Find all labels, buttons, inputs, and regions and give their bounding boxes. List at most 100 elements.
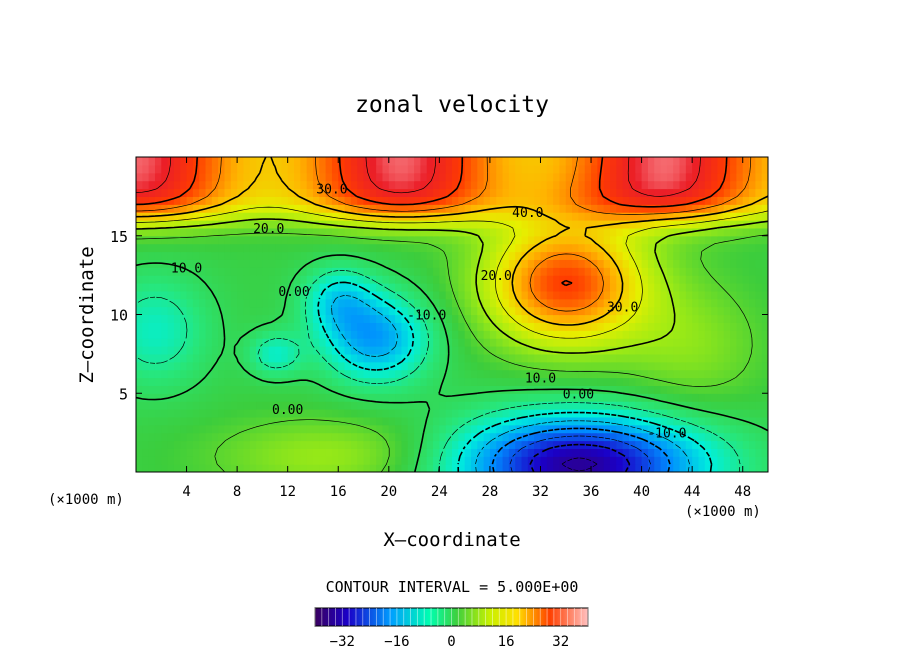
field-cell — [603, 267, 611, 276]
field-cell — [192, 432, 200, 442]
field-cell — [508, 227, 516, 237]
field-cell — [268, 243, 276, 253]
field-cell — [477, 196, 485, 205]
contour-line — [136, 157, 701, 197]
field-cell — [445, 188, 453, 197]
field-cell — [483, 298, 491, 308]
field-cell — [224, 456, 232, 465]
field-cell — [205, 275, 213, 284]
field-cell — [173, 424, 181, 434]
field-cell — [553, 235, 561, 245]
field-cell — [559, 290, 567, 300]
field-cell — [306, 432, 314, 442]
field-cell — [755, 180, 763, 190]
field-cell — [736, 243, 744, 253]
field-cell — [723, 448, 731, 457]
field-cell — [546, 259, 554, 268]
field-cell — [666, 259, 674, 268]
field-cell — [755, 432, 763, 442]
field-cell — [414, 251, 421, 260]
field-cell — [502, 164, 510, 174]
field-cell — [445, 251, 453, 260]
field-cell — [578, 227, 586, 237]
field-cell — [508, 157, 516, 166]
field-cell — [660, 204, 668, 213]
field-cell — [704, 243, 712, 253]
field-cell — [344, 314, 352, 323]
field-cell — [401, 227, 409, 237]
field-cell — [218, 385, 226, 394]
field-cell — [350, 432, 358, 442]
field-cell — [407, 251, 415, 260]
field-cell — [470, 306, 478, 316]
field-cell — [401, 180, 409, 190]
field-cell — [584, 432, 592, 442]
field-cell — [711, 440, 719, 449]
field-cell — [294, 314, 301, 323]
field-cell — [628, 180, 636, 190]
field-cell — [192, 251, 200, 260]
field-cell — [603, 369, 611, 379]
field-cell — [692, 267, 700, 276]
field-cell — [312, 369, 320, 379]
field-cell — [300, 361, 308, 371]
field-cell — [496, 330, 504, 339]
field-cell — [610, 212, 617, 221]
field-cell — [496, 377, 504, 386]
field-cell — [559, 204, 567, 213]
field-cell — [742, 188, 750, 197]
field-cell — [205, 196, 213, 205]
field-cell — [704, 361, 712, 371]
field-cell — [527, 330, 535, 339]
field-cell — [382, 259, 390, 268]
field-cell — [572, 361, 579, 371]
field-cell — [161, 283, 169, 292]
field-cell — [603, 456, 611, 465]
field-cell — [357, 164, 365, 174]
field-cell — [458, 188, 466, 197]
field-cell — [723, 290, 731, 300]
field-cell — [306, 259, 314, 268]
field-cell — [224, 306, 232, 316]
field-cell — [445, 275, 453, 284]
field-cell — [186, 243, 194, 253]
field-cell — [199, 338, 207, 347]
contour-label: 0.00 — [272, 403, 303, 418]
field-cell — [755, 290, 763, 300]
field-cell — [363, 456, 371, 465]
field-cell — [325, 369, 333, 379]
field-cell — [704, 204, 712, 213]
field-cell — [502, 204, 510, 213]
field-cell — [527, 172, 535, 182]
field-cell — [584, 204, 592, 213]
field-cell — [167, 353, 175, 363]
field-cell — [300, 314, 308, 323]
field-cell — [515, 196, 523, 205]
field-cell — [173, 385, 181, 394]
field-cell — [496, 440, 504, 449]
field-cell — [496, 188, 504, 197]
field-cell — [243, 432, 251, 442]
field-cell — [426, 346, 434, 355]
field-cell — [666, 409, 674, 418]
field-cell — [230, 235, 238, 245]
field-cell — [173, 432, 181, 442]
field-cell — [388, 196, 396, 205]
field-cell — [161, 456, 169, 465]
field-cell — [300, 385, 308, 394]
field-cell — [565, 259, 573, 268]
field-cell — [401, 196, 409, 205]
field-cell — [698, 196, 706, 205]
field-cell — [502, 424, 510, 434]
field-cell — [173, 440, 181, 449]
field-cell — [268, 220, 276, 229]
field-cell — [268, 180, 276, 190]
field-cell — [578, 290, 586, 300]
field-cell — [205, 188, 213, 197]
field-cell — [553, 227, 561, 237]
field-cell — [502, 361, 510, 371]
field-cell — [628, 290, 636, 300]
field-cell — [534, 290, 542, 300]
field-cell — [218, 432, 226, 442]
field-cell — [660, 432, 668, 442]
